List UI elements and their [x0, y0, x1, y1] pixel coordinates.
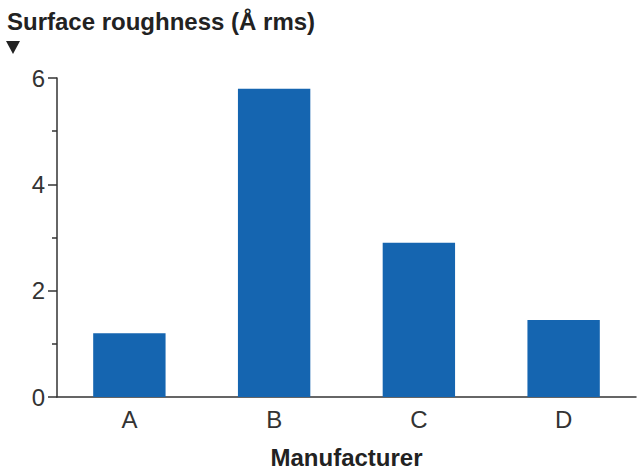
svg-text:A: A: [121, 406, 137, 433]
svg-text:6: 6: [32, 65, 45, 92]
svg-text:D: D: [555, 406, 572, 433]
svg-text:2: 2: [32, 277, 45, 304]
svg-text:B: B: [266, 406, 282, 433]
svg-text:0: 0: [32, 384, 45, 411]
svg-text:Surface roughness (Å rms): Surface roughness (Å rms): [7, 8, 315, 35]
svg-text:C: C: [410, 406, 427, 433]
svg-text:4: 4: [32, 171, 45, 198]
svg-text:Manufacturer: Manufacturer: [270, 444, 422, 471]
